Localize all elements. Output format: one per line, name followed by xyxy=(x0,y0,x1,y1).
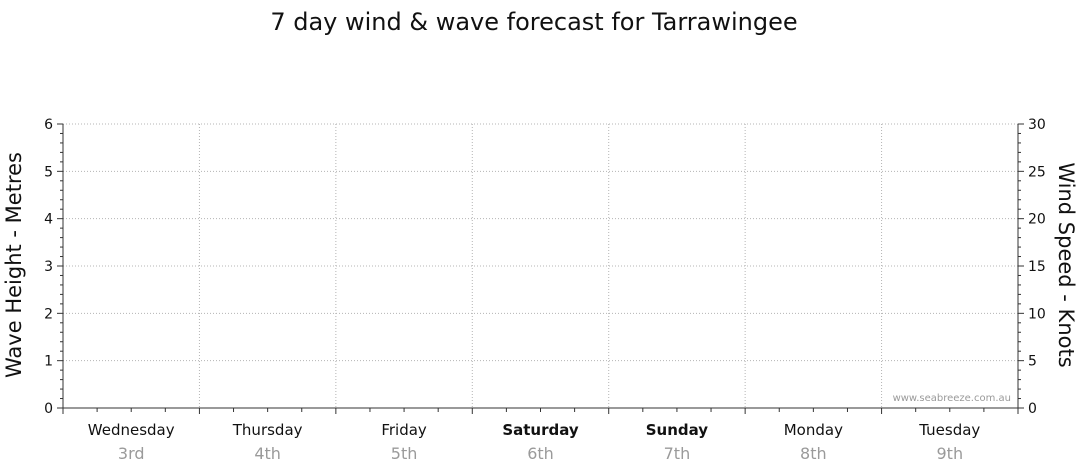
left-tick-label: 0 xyxy=(44,401,53,417)
left-tick-label: 5 xyxy=(44,164,53,180)
day-name-label: Sunday xyxy=(646,421,709,439)
day-date-label: 3rd xyxy=(118,444,145,463)
axes-layer xyxy=(57,123,1024,414)
day-date-label: 4th xyxy=(254,444,281,463)
right-tick-label: 0 xyxy=(1028,401,1037,417)
labels-layer: 0 1 2 3 4 5 6 0 5 10 15 20 25 30 Wednesday 3rd Thursday 4… xyxy=(44,117,1046,463)
day-date-label: 5th xyxy=(391,444,418,463)
right-tick-label: 15 xyxy=(1028,259,1046,275)
right-tick-label: 20 xyxy=(1028,212,1046,228)
day-name-label: Thursday xyxy=(232,421,303,439)
day-date-label: 7th xyxy=(664,444,691,463)
day-name-label: Friday xyxy=(381,421,427,439)
day-date-label: 6th xyxy=(527,444,554,463)
left-tick-label: 2 xyxy=(44,306,53,322)
left-tick-label: 1 xyxy=(44,354,53,370)
day-name-label: Wednesday xyxy=(88,421,175,439)
right-axis-title: Wind Speed - Knots xyxy=(1054,162,1078,367)
watermark: www.seabreeze.com.au xyxy=(893,393,1011,404)
day-name-label: Saturday xyxy=(502,421,579,439)
right-tick-label: 25 xyxy=(1028,164,1046,180)
day-date-label: 8th xyxy=(800,444,827,463)
grid-layer xyxy=(63,123,1018,408)
day-name-label: Tuesday xyxy=(918,421,980,439)
left-tick-label: 4 xyxy=(44,212,53,228)
left-tick-label: 6 xyxy=(44,117,53,133)
right-tick-label: 5 xyxy=(1028,354,1037,370)
chart-title: 7 day wind & wave forecast for Tarrawing… xyxy=(270,8,797,36)
day-name-label: Monday xyxy=(784,421,843,439)
right-tick-label: 30 xyxy=(1028,117,1046,133)
day-date-label: 9th xyxy=(936,444,963,463)
right-tick-label: 10 xyxy=(1028,306,1046,322)
left-axis-title: Wave Height - Metres xyxy=(2,152,26,378)
left-tick-label: 3 xyxy=(44,259,53,275)
